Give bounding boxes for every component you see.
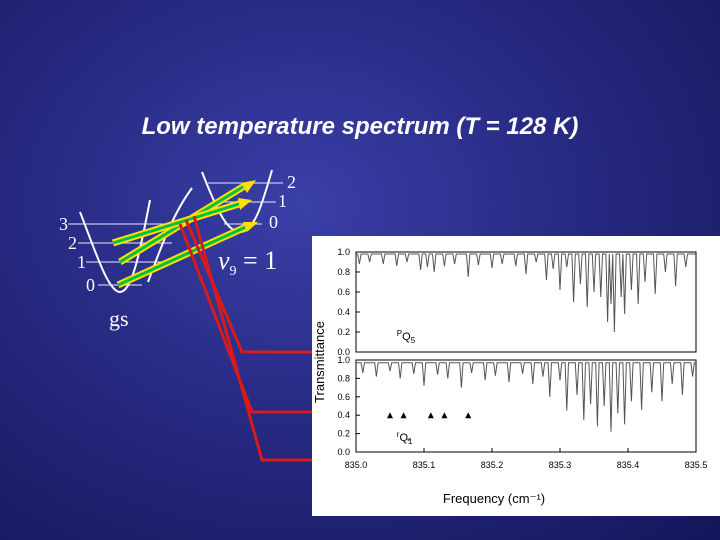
gs-level-label-3: 3 xyxy=(59,214,68,234)
y-tick-label-upper: 0.8 xyxy=(337,267,350,277)
y-tick-label-lower: 0.4 xyxy=(337,410,350,420)
panel-label-upper: PQ5 xyxy=(397,329,416,345)
y-tick-label-lower: 0.6 xyxy=(337,392,350,402)
ground-state-well xyxy=(79,199,151,294)
gs-level-label-1: 1 xyxy=(77,252,86,272)
y-tick-label-upper: 0.0 xyxy=(337,347,350,357)
y-tick-label-lower: 0.8 xyxy=(337,373,350,383)
gs-level-label-2: 2 xyxy=(68,233,77,253)
line-marker xyxy=(427,412,434,419)
excited-state-label: ν9 = 1 xyxy=(218,246,278,280)
panel-label-lower: rQ1 xyxy=(397,430,413,446)
x-tick-label: 835.5 xyxy=(685,460,708,470)
x-tick-label: 835.4 xyxy=(617,460,640,470)
y-tick-label-upper: 0.2 xyxy=(337,327,350,337)
spectrum-line-upper xyxy=(356,253,696,333)
gs-level-label-0: 0 xyxy=(86,275,95,295)
ground-state-label: gs xyxy=(109,306,129,331)
transition-arrows xyxy=(111,180,258,289)
y-tick-label-lower: 1.0 xyxy=(337,355,350,365)
line-marker xyxy=(465,412,472,419)
x-axis-label: Frequency (cm⁻¹) xyxy=(443,491,545,506)
panel-frame-upper xyxy=(355,251,697,353)
upper-level-label-2: 2 xyxy=(287,172,296,192)
line-marker xyxy=(387,412,393,419)
spectrum-line-lower xyxy=(356,362,696,432)
x-tick-label: 835.3 xyxy=(549,460,572,470)
x-tick-label: 835.1 xyxy=(413,460,436,470)
label-marker: * xyxy=(407,438,410,447)
panel-frame-lower xyxy=(355,359,697,453)
x-tick-label: 835.0 xyxy=(345,460,368,470)
line-marker xyxy=(441,412,448,419)
x-axis-label-text: Frequency (cm⁻¹) xyxy=(443,491,545,506)
y-tick-label-upper: 0.4 xyxy=(337,307,350,317)
upper-level-label-0: 0 xyxy=(269,212,278,232)
spectrum-chart: 1.0 0.8 0.6 0.4 0.2 0.0 PQ5 1.0 0.8 0.6 0.4 0.2 0.0 r… xyxy=(312,236,720,516)
spectrum-plot: 1.0 0.8 0.6 0.4 0.2 0.0 PQ5 1.0 0.8 0.6 0.4 0.2 0.0 r… xyxy=(312,247,708,506)
y-tick-label-upper: 1.0 xyxy=(337,247,350,257)
y-axis-label: Transmittance xyxy=(312,321,327,403)
y-tick-label-upper: 0.6 xyxy=(337,287,350,297)
line-marker xyxy=(400,412,407,419)
x-tick-label: 835.2 xyxy=(481,460,504,470)
y-tick-label-lower: 0.2 xyxy=(337,429,350,439)
slide-title: Low temperature spectrum (T = 128 K) xyxy=(141,113,579,140)
y-tick-label-lower: 0.0 xyxy=(337,447,350,457)
upper-level-label-1: 1 xyxy=(278,191,287,211)
